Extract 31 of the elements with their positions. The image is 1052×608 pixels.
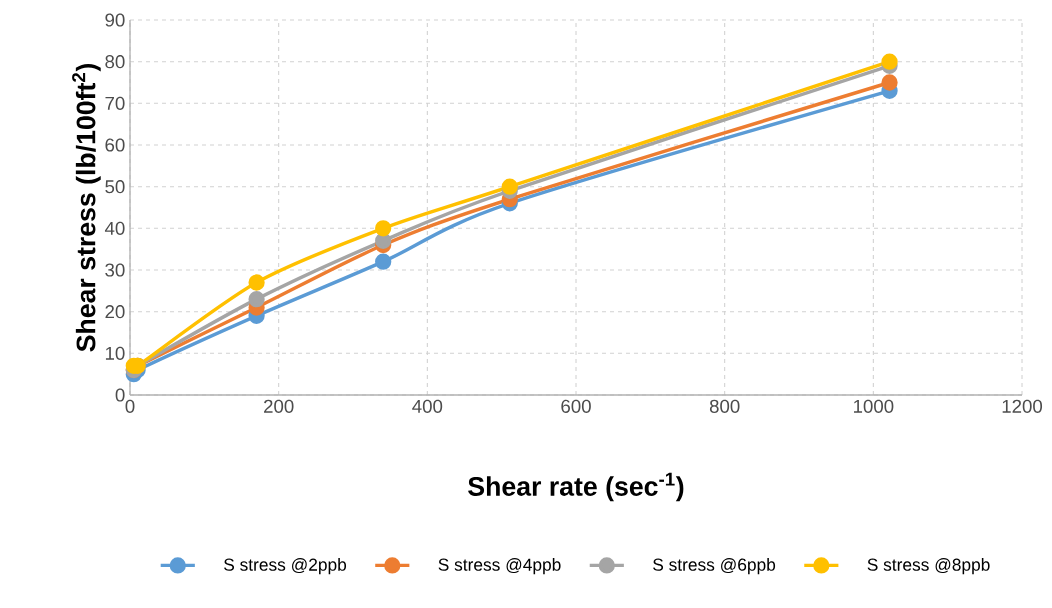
y-tick-label: 60 bbox=[105, 138, 125, 152]
x-tick-label: 0 bbox=[125, 399, 135, 413]
x-tick-label: 600 bbox=[561, 399, 591, 413]
x-tick-label: 1200 bbox=[1002, 399, 1043, 413]
legend-label: S stress @4ppb bbox=[438, 558, 561, 575]
y-tick-label: 50 bbox=[105, 180, 125, 194]
point bbox=[881, 74, 898, 91]
y-tick-label: 70 bbox=[105, 96, 125, 110]
legend-label: S stress @8ppb bbox=[867, 558, 990, 575]
legend-label: S stress @6ppb bbox=[653, 558, 776, 575]
y-tick-label: 10 bbox=[105, 346, 125, 360]
legend-label: S stress @2ppb bbox=[224, 558, 347, 575]
point bbox=[248, 291, 265, 308]
x-tick-label: 200 bbox=[264, 399, 294, 413]
x-tick-label: 400 bbox=[412, 399, 443, 413]
point bbox=[375, 232, 392, 249]
y-axis-title: Shear stress (lb/100ft$^{2}$) bbox=[72, 64, 101, 352]
x-axis-title: Shear rate (sec$^{-1}$) bbox=[468, 472, 684, 502]
point bbox=[248, 274, 265, 291]
point bbox=[375, 220, 392, 237]
x-tick-label: 1000 bbox=[854, 399, 894, 413]
y-tick-label: 80 bbox=[105, 55, 125, 69]
point bbox=[501, 178, 518, 195]
y-tick-label: 90 bbox=[105, 13, 125, 27]
x-tick-label: 800 bbox=[709, 399, 740, 413]
point bbox=[375, 253, 392, 270]
y-tick-label: 20 bbox=[105, 305, 125, 319]
point bbox=[881, 53, 898, 70]
y-tick-label: 40 bbox=[104, 221, 125, 235]
y-tick-label: 30 bbox=[105, 263, 125, 277]
y-tick-label: 0 bbox=[115, 388, 125, 402]
